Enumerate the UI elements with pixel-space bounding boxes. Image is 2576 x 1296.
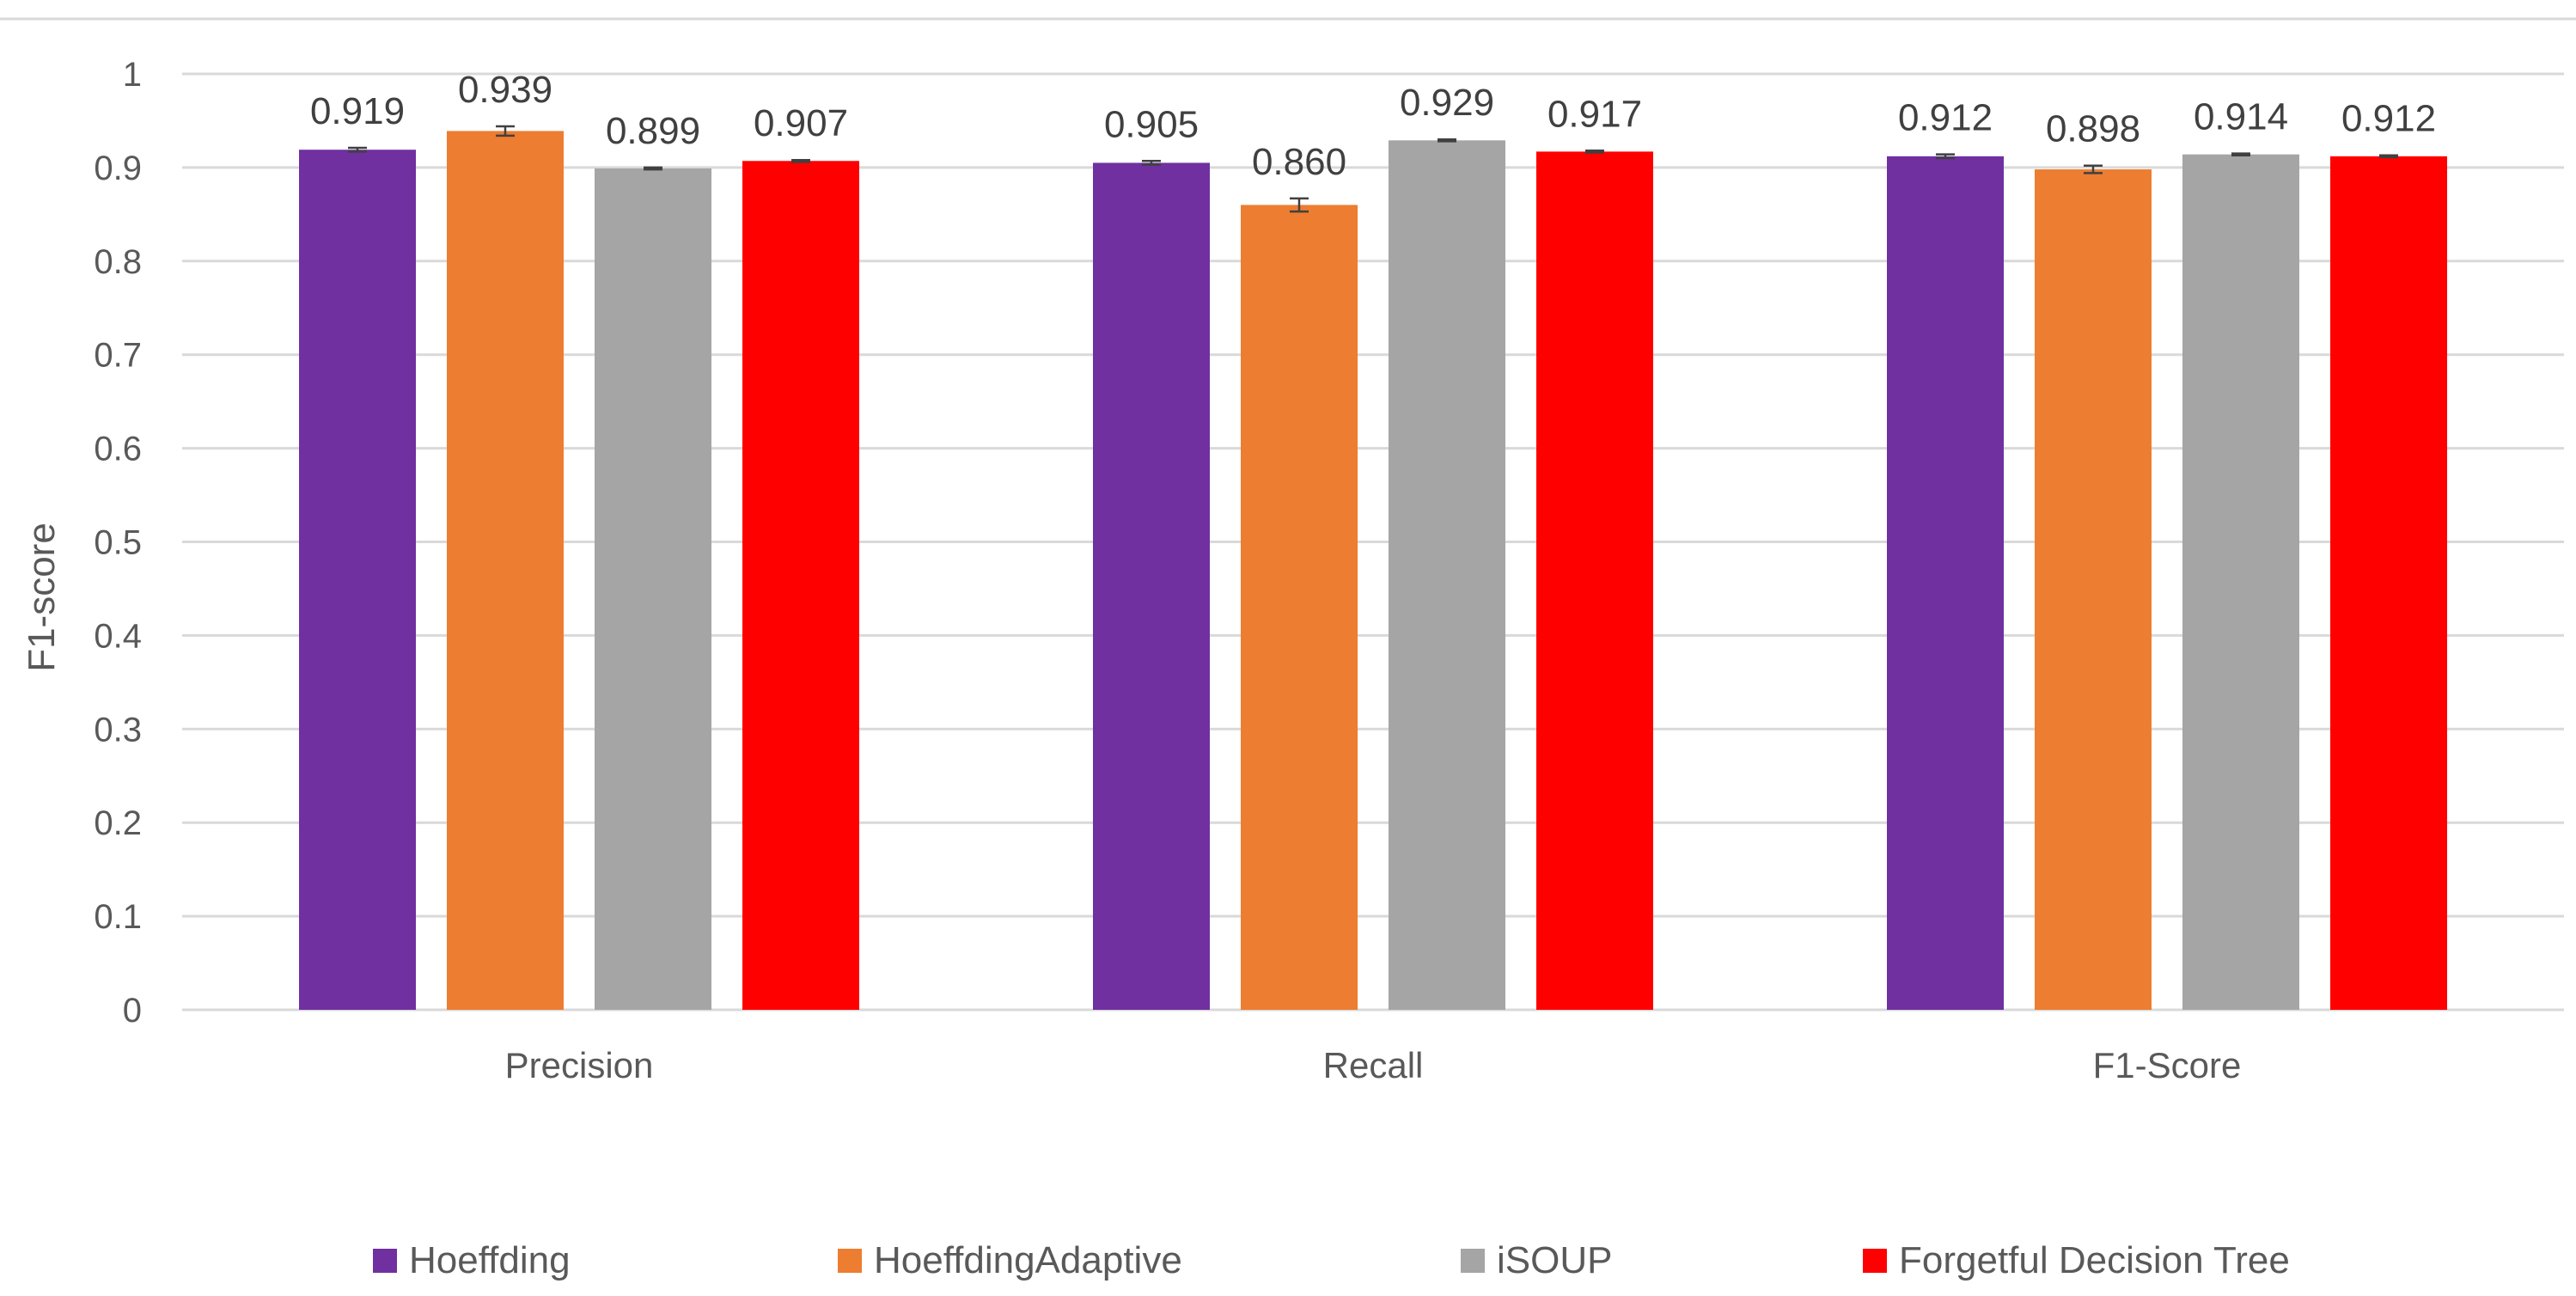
y-tick-label: 0.7 <box>94 337 142 375</box>
bar <box>2182 154 2299 1011</box>
bar <box>2330 156 2447 1010</box>
y-tick-label: 0 <box>123 992 142 1030</box>
legend-swatch <box>838 1249 862 1273</box>
data-label: 0.907 <box>754 102 848 144</box>
y-axis-ticks: 0 0.1 0.2 0.3 0.4 0.5 0.6 0.7 0.8 0.9 1 <box>94 56 142 1030</box>
bar <box>2035 169 2152 1010</box>
error-bars <box>348 125 2398 213</box>
gridlines <box>182 72 2564 1012</box>
x-category-label: F1-Score <box>2093 1045 2242 1085</box>
y-tick-label: 0.5 <box>94 524 142 562</box>
bar <box>1093 162 1210 1010</box>
y-tick-label: 1 <box>123 56 142 94</box>
x-axis-categories: Precision Recall F1-Score <box>505 1045 2242 1085</box>
bar <box>595 168 711 1010</box>
y-tick-label: 0.8 <box>94 243 142 281</box>
y-tick-label: 0.3 <box>94 711 142 749</box>
data-label: 0.912 <box>1898 97 1993 139</box>
y-tick-label: 0.2 <box>94 804 142 842</box>
y-axis-label: F1-score <box>21 523 63 672</box>
legend-swatch <box>1461 1249 1485 1273</box>
data-label: 0.912 <box>2341 98 2436 140</box>
bar <box>447 131 564 1010</box>
bar <box>299 150 416 1011</box>
data-label: 0.929 <box>1400 82 1494 124</box>
y-tick-label: 0.6 <box>94 431 142 468</box>
y-tick-label: 0.1 <box>94 898 142 936</box>
data-label: 0.914 <box>2194 96 2288 138</box>
data-label: 0.860 <box>1252 141 1346 183</box>
bar <box>742 161 859 1011</box>
y-tick-label: 0.9 <box>94 150 142 187</box>
bar <box>1241 205 1358 1010</box>
data-label: 0.905 <box>1104 103 1199 145</box>
data-label: 0.917 <box>1547 93 1642 135</box>
legend-swatch <box>1863 1249 1887 1273</box>
legend-label: iSOUP <box>1497 1239 1612 1281</box>
x-category-label: Precision <box>505 1045 654 1085</box>
x-category-label: Recall <box>1323 1045 1424 1085</box>
data-label: 0.939 <box>458 69 552 111</box>
legend-label: Hoeffding <box>409 1239 571 1281</box>
bar <box>1389 140 1505 1011</box>
legend-label: HoeffdingAdaptive <box>874 1239 1182 1281</box>
legend: Hoeffding HoeffdingAdaptive iSOUP Forgetful… <box>373 1239 2290 1281</box>
data-labels: 0.919 0.939 0.899 0.907 0.905 0.860 0.929 0.917… <box>310 69 2436 183</box>
data-label: 0.919 <box>310 90 405 132</box>
bar <box>1887 156 2004 1010</box>
data-label: 0.898 <box>2046 108 2140 150</box>
y-tick-label: 0.4 <box>94 617 142 655</box>
legend-label: Forgetful Decision Tree <box>1899 1239 2290 1281</box>
bar <box>1536 151 1653 1011</box>
bars <box>299 131 2447 1011</box>
data-label: 0.899 <box>606 110 700 152</box>
legend-swatch <box>373 1249 397 1273</box>
